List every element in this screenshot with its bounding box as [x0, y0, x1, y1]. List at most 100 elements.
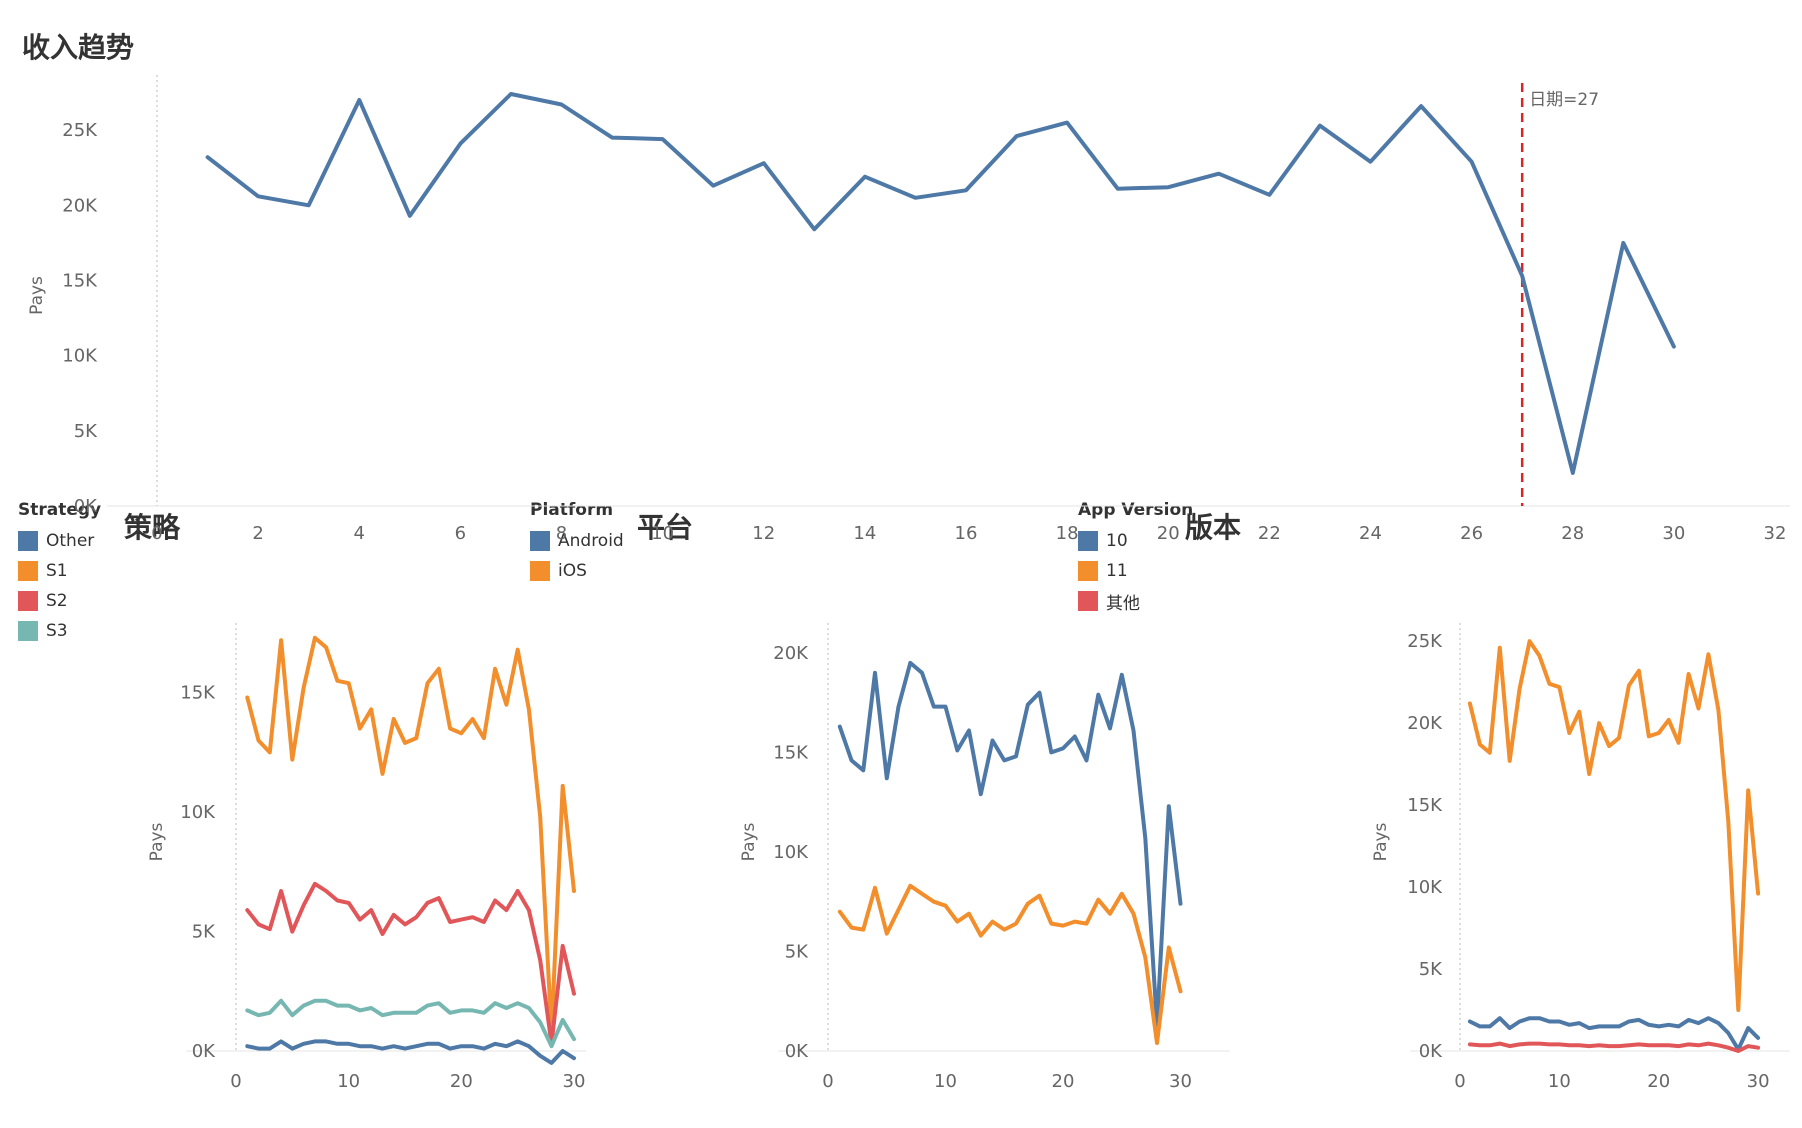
trend-x-tick-label: 8 — [556, 523, 567, 544]
strategy-x-tick-label: 10 — [337, 1071, 360, 1092]
legend-swatch — [18, 531, 38, 551]
trend-x-tick-label: 24 — [1359, 523, 1382, 544]
platform-series-line-ios — [837, 883, 1183, 1045]
platform-y-tick-label: 20K — [773, 643, 809, 664]
strategy-x-tick-label: 30 — [563, 1071, 586, 1092]
trend-x-tick-label: 12 — [752, 523, 775, 544]
strategy-x-tick-label: 0 — [230, 1071, 241, 1092]
legend-label: 10 — [1106, 531, 1128, 551]
legend-swatch — [530, 561, 550, 581]
trend-x-tick-label: 18 — [1056, 523, 1079, 544]
legend-item-s1[interactable]: S1 — [18, 556, 101, 586]
trend-x-tick-label: 14 — [853, 523, 876, 544]
platform-legend-title: Platform — [530, 500, 614, 520]
strategy-series-line-s2 — [245, 881, 576, 1046]
version-series-line-11 — [1467, 639, 1761, 1012]
platform-y-axis-label: Pays — [739, 822, 759, 861]
version-y-tick-label: 25K — [1407, 631, 1443, 652]
platform-x-tick-label: 0 — [822, 1071, 833, 1092]
platform-x-tick-label: 30 — [1169, 1071, 1192, 1092]
platform-x-tick-label: 20 — [1052, 1071, 1075, 1092]
version-y-tick-label: 0K — [1419, 1041, 1443, 1062]
legend-item-other[interactable]: Other — [18, 526, 101, 556]
strategy-y-axis-label: Pays — [147, 822, 167, 861]
legend-label: Android — [558, 531, 624, 551]
legend-label: 其他 — [1106, 593, 1140, 614]
strategy-y-tick-label: 0K — [192, 1041, 216, 1062]
trend-x-tick-label: 6 — [455, 523, 466, 544]
legend-swatch — [1078, 591, 1098, 611]
legend-swatch — [1078, 561, 1098, 581]
trend-y-axis-label: Pays — [27, 276, 47, 315]
strategy-title: 策略 — [124, 511, 181, 544]
legend-label: S3 — [46, 621, 68, 641]
trend-x-tick-label: 16 — [955, 523, 978, 544]
strategy-legend-title: Strategy — [18, 500, 102, 520]
trend-x-tick-label: 20 — [1157, 523, 1180, 544]
trend-x-tick-label: 28 — [1561, 523, 1584, 544]
trend-x-tick-label: 32 — [1764, 523, 1787, 544]
strategy-y-tick-label: 15K — [180, 683, 216, 704]
legend-swatch — [18, 561, 38, 581]
version-y-tick-label: 10K — [1407, 877, 1443, 898]
version-x-tick-label: 20 — [1647, 1071, 1670, 1092]
trend-y-tick-label: 0K — [74, 496, 98, 517]
strategy-series-line-s1 — [245, 635, 576, 1034]
legend-item-other-version[interactable]: 其他 — [1078, 586, 1193, 616]
platform-title: 平台 — [637, 511, 694, 544]
platform-y-tick-label: 0K — [785, 1041, 809, 1062]
legend-item-s2[interactable]: S2 — [18, 586, 101, 616]
version-x-tick-label: 30 — [1747, 1071, 1770, 1092]
legend-item-s3[interactable]: S3 — [18, 616, 101, 646]
trend-x-tick-label: 0 — [151, 523, 162, 544]
strategy-y-tick-label: 10K — [180, 802, 216, 823]
version-x-tick-label: 0 — [1454, 1071, 1465, 1092]
platform-series-line-android — [837, 660, 1183, 1028]
platform-y-tick-label: 15K — [773, 742, 809, 763]
version-y-tick-label: 15K — [1407, 795, 1443, 816]
version-legend-title: App Version — [1078, 500, 1194, 520]
platform-legend: Platform Android iOS — [530, 500, 624, 586]
legend-swatch — [1078, 531, 1098, 551]
trend-y-tick-label: 20K — [62, 195, 98, 216]
trend-x-tick-label: 26 — [1460, 523, 1483, 544]
legend-label: S2 — [46, 591, 68, 611]
version-legend: App Version 10 11 其他 — [1078, 500, 1193, 616]
version-y-axis-label: Pays — [1371, 822, 1391, 861]
trend-x-tick-label: 30 — [1662, 523, 1685, 544]
legend-label: Other — [46, 531, 95, 551]
trend-y-tick-label: 5K — [74, 421, 98, 442]
trend-x-tick-label: 10 — [651, 523, 674, 544]
trend-x-tick-label: 22 — [1258, 523, 1281, 544]
trend-y-tick-label: 10K — [62, 346, 98, 367]
trend-y-tick-label: 25K — [62, 120, 98, 141]
legend-swatch — [18, 591, 38, 611]
trend-reference-label: 日期=27 — [1529, 90, 1599, 110]
legend-item-android[interactable]: Android — [530, 526, 624, 556]
version-y-tick-label: 20K — [1407, 713, 1443, 734]
trend-series-line-pays — [205, 92, 1676, 475]
legend-swatch — [530, 531, 550, 551]
platform-x-tick-label: 10 — [934, 1071, 957, 1092]
trend-title: 收入趋势 — [22, 31, 135, 64]
trend-x-tick-label: 2 — [252, 523, 263, 544]
strategy-series-line-other — [245, 1039, 576, 1065]
strategy-y-tick-label: 5K — [192, 922, 216, 943]
strategy-x-tick-label: 20 — [450, 1071, 473, 1092]
version-title: 版本 — [1185, 511, 1242, 544]
platform-y-tick-label: 5K — [785, 941, 809, 962]
legend-item-11[interactable]: 11 — [1078, 556, 1193, 586]
trend-x-tick-label: 4 — [354, 523, 365, 544]
version-y-tick-label: 5K — [1419, 959, 1443, 980]
legend-label: S1 — [46, 561, 68, 581]
trend-y-tick-label: 15K — [62, 270, 98, 291]
platform-y-tick-label: 10K — [773, 842, 809, 863]
strategy-series-line-s3 — [245, 998, 576, 1049]
legend-label: 11 — [1106, 561, 1128, 581]
legend-label: iOS — [558, 561, 587, 581]
legend-item-ios[interactable]: iOS — [530, 556, 624, 586]
version-x-tick-label: 10 — [1548, 1071, 1571, 1092]
legend-swatch — [18, 621, 38, 641]
legend-item-10[interactable]: 10 — [1078, 526, 1193, 556]
